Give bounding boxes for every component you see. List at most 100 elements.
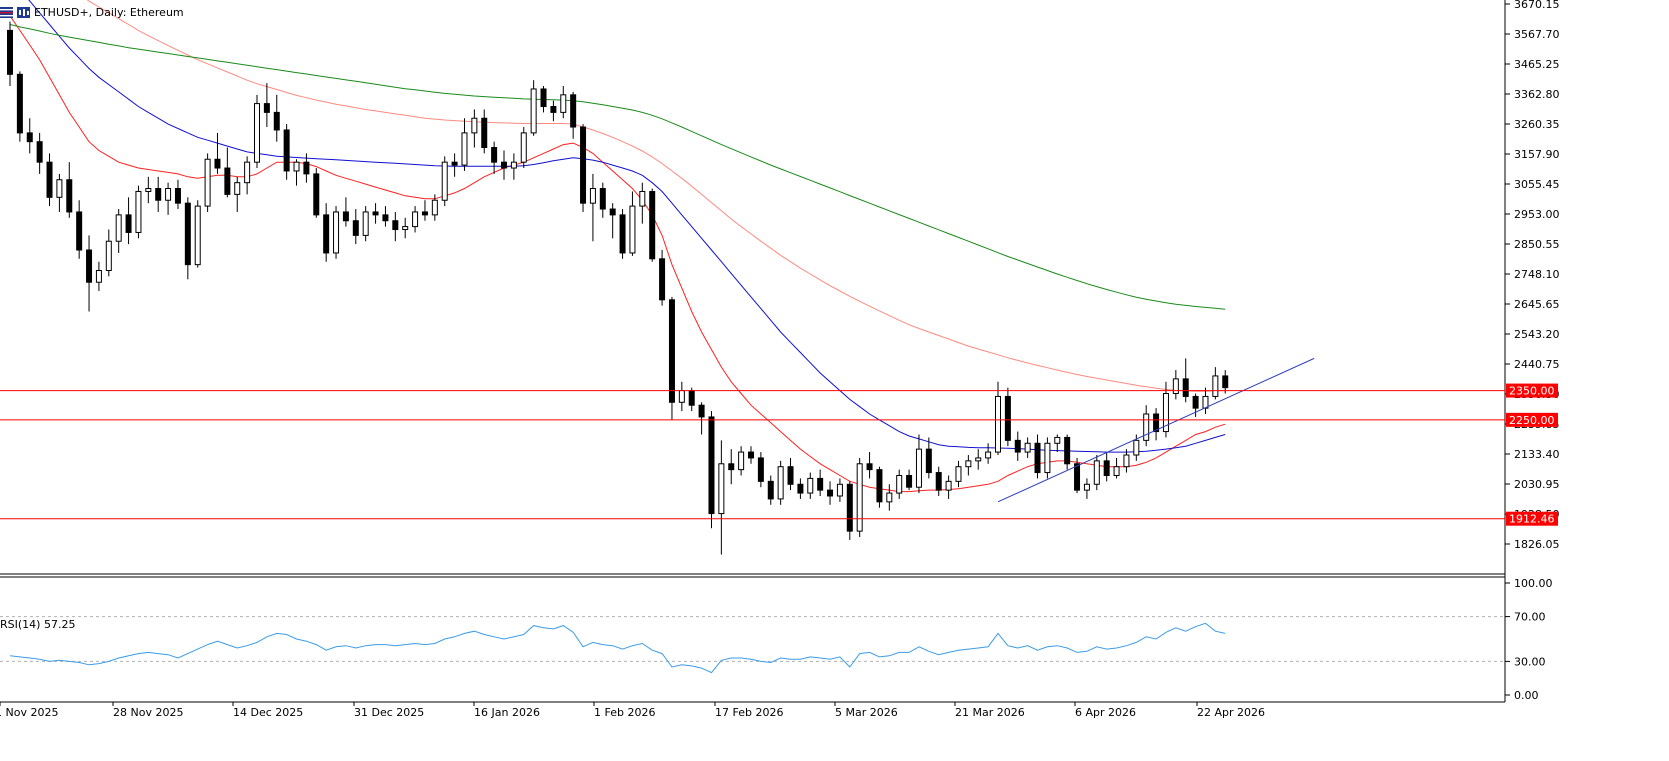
y-tick-label: 3260.35 — [1514, 118, 1560, 131]
candle-body-down — [1034, 442, 1041, 474]
candle — [985, 443, 992, 464]
candle — [421, 200, 428, 221]
candle — [659, 250, 666, 306]
rsi-label: RSI(14) 57.25 — [0, 618, 76, 631]
candle-body-up — [1054, 436, 1061, 444]
price-plot — [0, 0, 1506, 703]
candle — [599, 182, 606, 218]
candle — [777, 460, 784, 505]
candle — [935, 466, 942, 496]
candle-body-up — [975, 457, 982, 462]
rsi-tick-label: 70.00 — [1514, 611, 1546, 624]
candle — [115, 209, 122, 253]
candle — [1192, 393, 1199, 417]
candle-body-up — [807, 477, 814, 494]
level-label: 1912.46 — [1509, 513, 1555, 526]
candle-body-up — [115, 214, 122, 242]
candle — [896, 469, 903, 499]
x-tick-label: 16 Jan 2026 — [474, 706, 540, 719]
ema-red-line — [9, 15, 1226, 493]
candle — [1034, 434, 1041, 479]
candle-body-up — [441, 161, 448, 201]
candle-body-up — [412, 211, 419, 228]
candle — [402, 217, 409, 239]
candle-body-down — [619, 214, 626, 254]
candle-body-up — [471, 117, 478, 134]
candle — [7, 21, 13, 87]
candles-icon — [17, 6, 30, 18]
candle — [1143, 405, 1150, 447]
time-axis: 21 Nov 2025 28 Nov 2025 14 Dec 2025 31 Dec … — [0, 702, 1265, 719]
x-tick-label: 17 Feb 2026 — [715, 706, 783, 719]
candle-body-down — [935, 472, 942, 491]
candle — [807, 472, 814, 499]
candle-body-down — [1222, 375, 1229, 389]
candle — [481, 109, 488, 154]
candle-body-up — [1113, 466, 1120, 476]
rsi-tick-label: 100.00 — [1514, 577, 1553, 590]
candle — [728, 449, 735, 485]
candle-body-down — [906, 474, 913, 488]
candle-body-down — [382, 214, 389, 222]
candle-body-down — [491, 147, 498, 163]
candle-body-up — [254, 103, 260, 163]
candle — [95, 261, 102, 292]
candle — [688, 387, 695, 412]
candle — [224, 147, 231, 198]
rsi-line — [9, 622, 1226, 674]
candle — [945, 475, 952, 499]
candle-body-down — [155, 188, 162, 201]
candle — [925, 437, 932, 479]
candle — [441, 156, 448, 207]
candle-body-up — [1044, 442, 1051, 474]
candle — [461, 118, 468, 171]
candle — [125, 197, 132, 245]
ema-green-line — [9, 24, 1226, 310]
candle — [1103, 452, 1110, 482]
candle — [471, 109, 478, 148]
rsi-tick-label: 0.00 — [1514, 689, 1539, 702]
candle — [1044, 437, 1051, 479]
y-tick-label: 3362.80 — [1514, 88, 1560, 101]
candle — [698, 402, 705, 435]
candle — [342, 197, 349, 227]
candle-body-up — [738, 451, 745, 471]
candle-body-down — [481, 117, 488, 149]
rsi-plot — [0, 616, 1505, 674]
trendline — [997, 357, 1315, 503]
candle-body-down — [214, 158, 221, 169]
candle — [1083, 478, 1090, 499]
candle-body-up — [362, 211, 369, 236]
y-tick-label: 2543.20 — [1514, 328, 1560, 341]
candle — [560, 86, 567, 119]
candle-body-up — [629, 205, 636, 254]
candle-body-down — [1153, 413, 1160, 433]
candle-body-up — [95, 270, 102, 283]
candle-body-down — [649, 190, 656, 260]
x-tick-label: 28 Nov 2025 — [113, 706, 183, 719]
price-axis: 3670.15 3567.70 3465.25 3362.80 3260.35 3157.… — [1505, 0, 1560, 551]
candle — [254, 94, 260, 169]
candle-body-down — [46, 161, 53, 198]
candle — [1093, 454, 1100, 491]
candle — [66, 162, 73, 218]
candle — [1113, 457, 1120, 479]
candle-body-up — [856, 463, 863, 532]
candle — [787, 457, 794, 491]
candle — [876, 466, 883, 508]
level-label: 2250.00 — [1509, 414, 1555, 427]
candle — [135, 185, 142, 239]
candle-body-up — [678, 390, 685, 403]
candle — [303, 153, 310, 183]
y-tick-label: 2133.40 — [1514, 448, 1560, 461]
candle — [1222, 370, 1229, 394]
candle — [748, 446, 754, 464]
level-badge — [1506, 511, 1558, 526]
candle-body-down — [263, 103, 270, 113]
candle — [955, 460, 962, 488]
candle — [580, 124, 587, 212]
candle-body-up — [194, 205, 201, 266]
candle-body-down — [846, 483, 853, 532]
candle — [619, 209, 626, 259]
